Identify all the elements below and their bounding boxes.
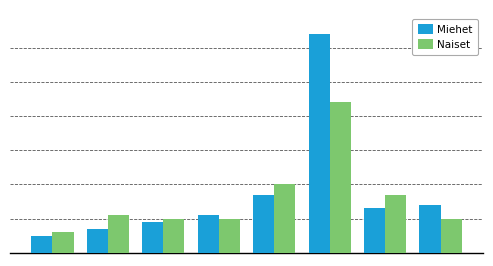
Bar xyxy=(274,184,295,253)
Bar xyxy=(385,194,406,253)
Bar xyxy=(253,194,274,253)
Bar xyxy=(441,218,461,253)
Bar xyxy=(87,229,108,253)
Bar xyxy=(420,205,441,253)
Bar xyxy=(198,215,219,253)
Bar xyxy=(142,222,163,253)
Bar xyxy=(32,236,52,253)
Bar xyxy=(52,232,73,253)
Bar xyxy=(108,215,129,253)
Bar xyxy=(309,34,330,253)
Legend: Miehet, Naiset: Miehet, Naiset xyxy=(412,19,478,55)
Bar xyxy=(364,208,385,253)
Bar xyxy=(330,102,351,253)
Bar xyxy=(163,218,184,253)
Bar xyxy=(219,218,240,253)
